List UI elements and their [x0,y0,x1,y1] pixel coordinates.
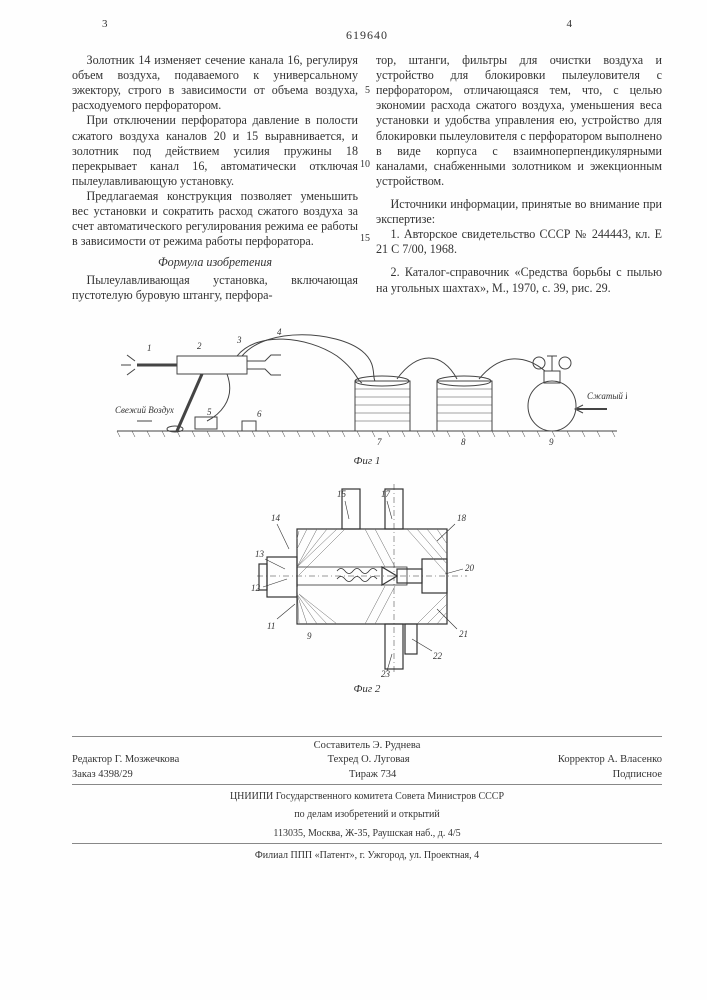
fig2-label: 12 [251,583,261,593]
fig2-label: 17 [381,489,391,499]
fig1-label: 5 [207,407,212,417]
para: Золотник 14 изменяет сечение канала 16, … [72,53,358,113]
sign: Подписное [613,768,662,781]
org2: по делам изобретений и открытий [72,809,662,822]
figure-1-svg: 1 2 3 4 5 6 7 8 9 Свежий Воздух Сжатый В… [107,321,627,451]
colophon-row: Редактор Г. Мозжечкова Техред О. Луговая… [72,753,662,766]
fig2-label: 11 [267,621,275,631]
fig2-label: 23 [381,669,391,679]
fig1-label: 8 [461,437,466,447]
doc-number: 619640 [72,28,662,43]
formula-title: Формула изобретения [72,255,358,270]
right-column: 5 10 15 тор, штанги, фильтры для очистки… [376,53,662,303]
addr1: 113035, Москва, Ж-35, Раушская наб., д. … [72,828,662,841]
corrector: Корректор А. Власенко [558,753,662,766]
fig1-compressed-air: Сжатый Воздух [587,391,627,401]
colophon: Составитель Э. Руднева Редактор Г. Мозже… [72,736,662,862]
page-num-right: 4 [567,18,573,32]
page-num-left: 3 [102,18,108,32]
figures-area: 1 2 3 4 5 6 7 8 9 Свежий Воздух Сжатый В… [72,321,662,697]
fig2-label: 21 [459,629,468,639]
para: Пылеулавливающая установка, включающая п… [72,273,358,303]
fig2-label: 13 [255,549,265,559]
fig1-label: 6 [257,409,262,419]
margin-num: 5 [354,85,370,98]
fig1-label: 1 [147,343,152,353]
order: Заказ 4398/29 [72,768,133,781]
fig2-label: 9 [307,631,312,641]
techred: Техред О. Луговая [328,753,410,766]
para: тор, штанги, фильтры для очистки воздуха… [376,53,662,189]
fig1-fresh-air: Свежий Воздух [115,405,174,415]
sources-title: Источники информации, принятые во вниман… [376,197,662,227]
fig1-label: 4 [277,327,282,337]
fig2-label: 15 [337,489,347,499]
fig2-label: 22 [433,651,443,661]
fig2-caption: Фиг 2 [72,683,662,697]
text-columns: Золотник 14 изменяет сечение канала 16, … [72,53,662,303]
figure-2-svg: 14 13 12 11 15 17 18 20 21 22 23 9 [237,479,497,679]
editor: Редактор Г. Мозжечкова [72,753,179,766]
page: 3 4 619640 Золотник 14 изменяет сечение … [0,0,707,1000]
fig1-label: 9 [549,437,554,447]
fig2-label: 18 [457,513,467,523]
fig1-label: 3 [236,335,242,345]
colophon-row: Заказ 4398/29 Тираж 734 Подписное [72,768,662,781]
para: При отключении перфоратора давление в по… [72,113,358,189]
addr2: Филиал ППП «Патент», г. Ужгород, ул. Про… [72,850,662,863]
fig1-label: 2 [197,341,202,351]
fig2-label: 20 [465,563,475,573]
fig1-label: 7 [377,437,382,447]
source-item: 2. Каталог-справочник «Средства борьбы с… [376,265,662,295]
org1: ЦНИИПИ Государственного комитета Совета … [72,791,662,804]
fig2-label: 14 [271,513,281,523]
margin-num: 15 [354,233,370,246]
left-column: Золотник 14 изменяет сечение канала 16, … [72,53,358,303]
source-item: 1. Авторское свидетельство СССР № 244443… [376,227,662,257]
para: Предлагаемая конструкция позволяет умень… [72,189,358,249]
composer: Составитель Э. Руднева [72,739,662,752]
margin-num: 10 [354,159,370,172]
fig1-caption: Фиг 1 [72,455,662,469]
tirazh: Тираж 734 [349,768,396,781]
